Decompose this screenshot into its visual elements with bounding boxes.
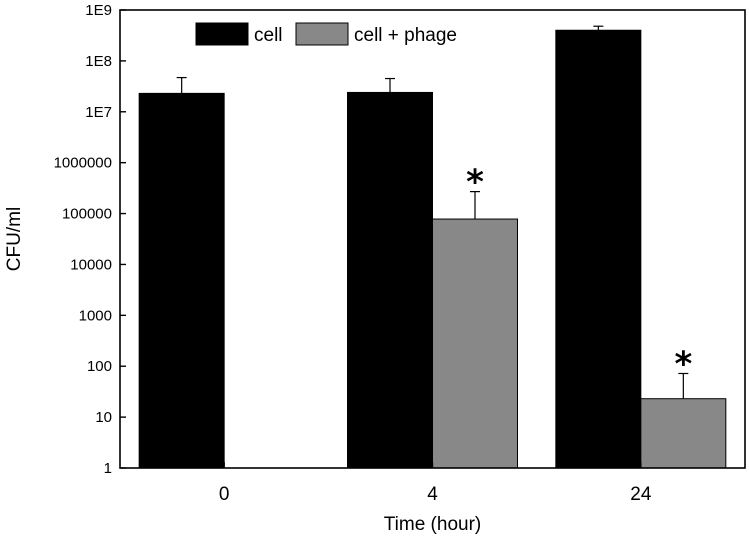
axes: 1 10 100 1000 10000 100000 1000000 1E7 1E8 1E9 0 4 2… <box>54 2 746 505</box>
bar-cell <box>347 91 433 469</box>
y-tick-label: 1E9 <box>85 2 112 19</box>
legend: cell cell + phage <box>195 22 457 46</box>
legend-swatch-cell-phage <box>295 22 349 46</box>
y-tick-label: 100000 <box>62 206 112 223</box>
x-tick-label: 0 <box>219 484 230 505</box>
legend-label-cell-phage: cell + phage <box>354 25 457 46</box>
significance-marker: * <box>674 344 692 384</box>
x-tick-label: 24 <box>630 484 652 505</box>
significance-marker: * <box>466 163 484 203</box>
plot-area: ** <box>138 25 727 469</box>
y-tick-label: 1 <box>104 460 112 477</box>
y-tick-label: 1000000 <box>54 155 112 172</box>
bar-cell <box>138 92 225 469</box>
y-tick-label: 1000 <box>79 307 112 324</box>
y-tick-label: 1E7 <box>85 104 112 121</box>
legend-label-cell: cell <box>254 25 283 46</box>
x-tick-label: 4 <box>427 484 438 505</box>
y-axis-title: CFU/ml <box>4 207 25 271</box>
bar-cell <box>555 29 642 469</box>
legend-swatch-cell <box>195 22 249 46</box>
bar-cell-phage <box>640 398 727 469</box>
y-tick-label: 1E8 <box>85 53 112 70</box>
y-tick-label: 100 <box>87 358 112 375</box>
x-axis-title: Time (hour) <box>384 514 481 535</box>
bar-cell-phage <box>432 218 518 469</box>
y-tick-label: 10 <box>95 409 112 426</box>
y-tick-label: 10000 <box>70 256 112 273</box>
